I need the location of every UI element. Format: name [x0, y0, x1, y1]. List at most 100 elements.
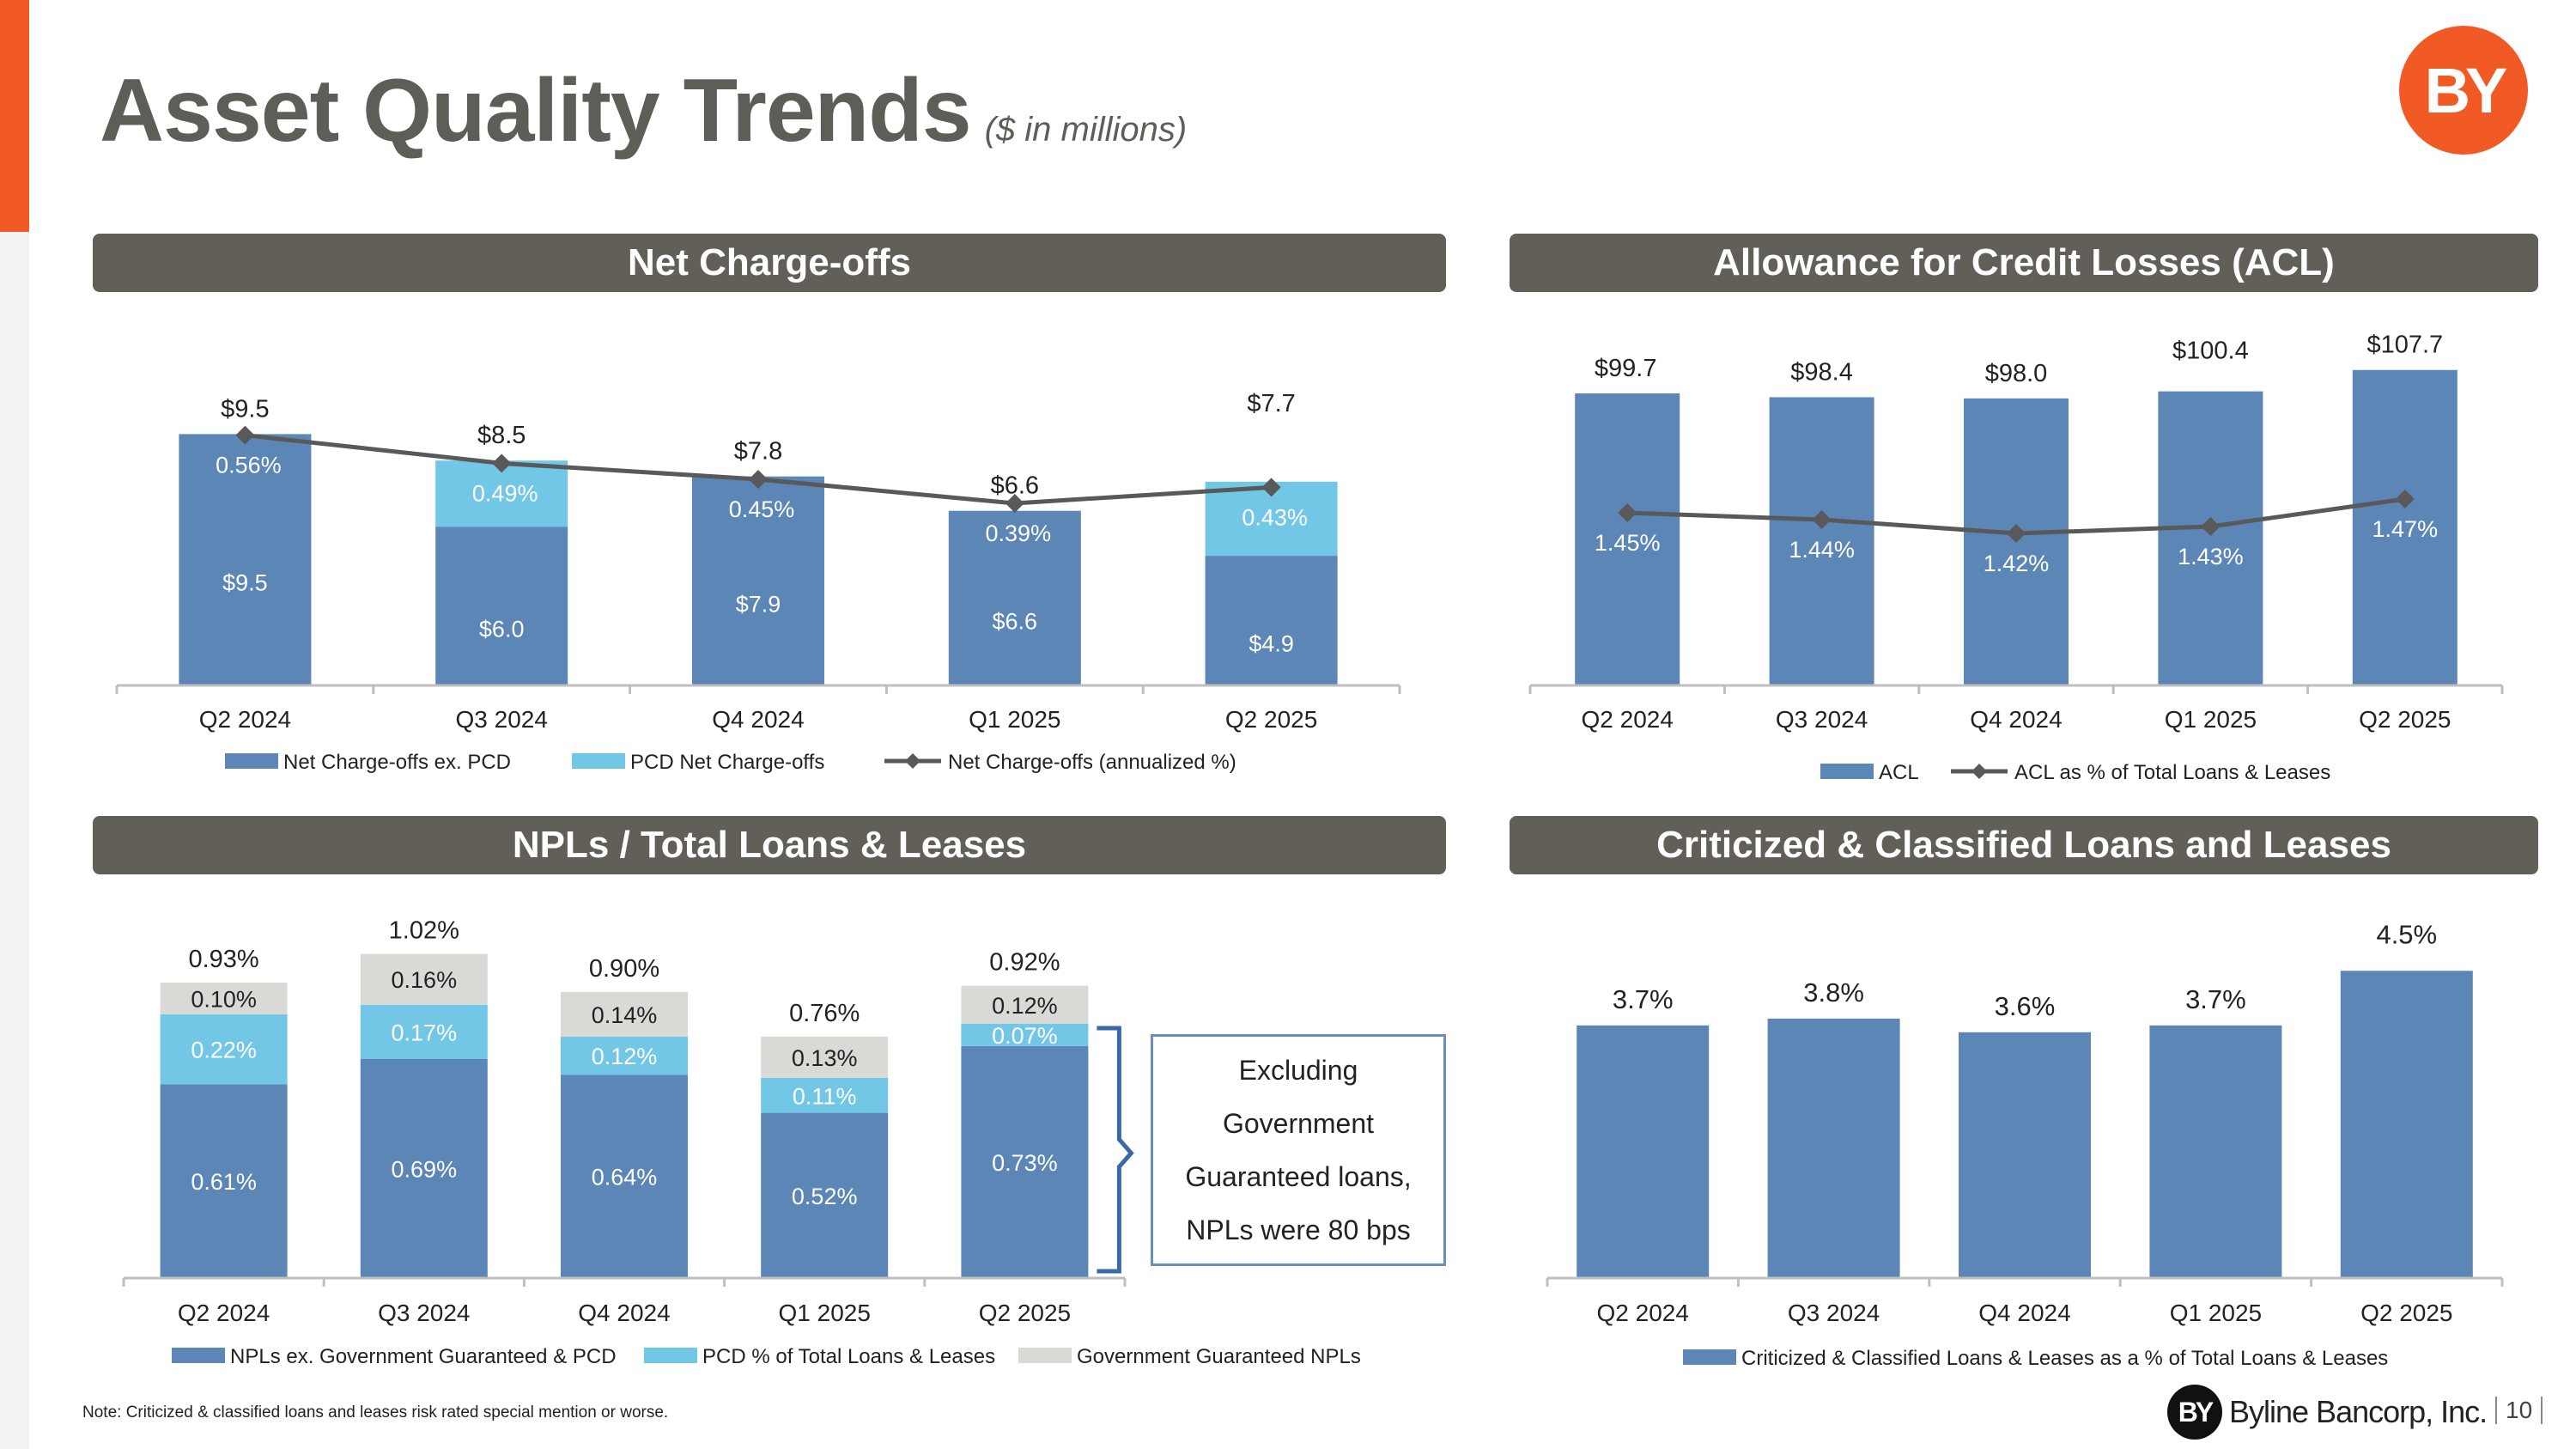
x-tick-label: Q2 2024: [1581, 706, 1673, 733]
bar-data-label: 0.61%: [191, 1169, 257, 1195]
bar-npls-ex-gg-pcd: [360, 1058, 488, 1278]
bar-ncos-ex-pcd: [435, 527, 568, 685]
bar-npls-ex-gg-pcd: [961, 1045, 1089, 1278]
legend-label: Net Charge-offs ex. PCD: [283, 751, 511, 774]
x-tick-label: Q3 2024: [1788, 1300, 1880, 1326]
bar-data-label: $98.0: [1985, 360, 2048, 387]
x-tick-label: Q2 2025: [1225, 706, 1317, 733]
legend-swatch: [1820, 764, 1874, 779]
legend-label: NPLs ex. Government Guaranteed & PCD: [230, 1345, 617, 1368]
bar-data-label: 0.17%: [392, 1020, 458, 1045]
bar-data-label: 0.64%: [592, 1165, 658, 1190]
line-marker: [749, 470, 768, 489]
bar-criticized-classified: [2340, 971, 2473, 1278]
total-label: 0.92%: [989, 949, 1060, 977]
bar-data-label: $98.4: [1790, 358, 1853, 386]
x-tick-label: Q2 2025: [2359, 706, 2451, 733]
bar-ncos-ex-pcd: [1205, 556, 1338, 685]
bar-criticized-classified: [2149, 1025, 2282, 1278]
line-marker: [235, 425, 255, 445]
bar-ncos-ex-pcd: [692, 476, 824, 685]
bar-criticized-classified: [1767, 1018, 1900, 1278]
line-data-label: 1.44%: [1789, 537, 1855, 563]
legend-marker-swatch: [1971, 764, 1987, 779]
bar-data-label: $9.5: [222, 570, 268, 596]
bar-data-label: 0.52%: [792, 1184, 858, 1209]
bar-npls-ex-gg-pcd: [761, 1112, 889, 1278]
bar-acl: [2158, 391, 2263, 685]
bar-gov-guaranteed: [561, 992, 688, 1037]
bar-gov-guaranteed: [360, 953, 488, 1005]
bar-data-label: 3.7%: [1613, 984, 1674, 1014]
line-marker: [1261, 478, 1281, 497]
bar-data-label: 0.11%: [793, 1083, 857, 1109]
bar-data-label: 3.6%: [1995, 991, 2056, 1021]
bar-data-label: $6.0: [479, 617, 525, 642]
line-data-label: 1.45%: [1595, 530, 1661, 556]
legend-swatch: [1018, 1348, 1072, 1363]
x-tick-label: Q1 2025: [2165, 706, 2257, 733]
line-data-label: 0.39%: [986, 521, 1052, 546]
bar-acl: [1575, 393, 1680, 685]
line-data-label: 1.42%: [1984, 551, 2050, 576]
bar-data-label: $7.9: [736, 591, 781, 617]
line-marker: [2201, 517, 2221, 536]
panel-header-net-chargeoffs: Net Charge-offs: [93, 234, 1446, 292]
panel-header-npls: NPLs / Total Loans & Leases: [93, 816, 1446, 874]
page-subtitle: ($ in millions): [984, 111, 1188, 149]
side-strip: [0, 232, 29, 1449]
x-tick-label: Q3 2024: [455, 706, 547, 733]
bar-npls-ex-gg-pcd: [561, 1075, 688, 1278]
x-tick-label: Q4 2024: [1970, 706, 2062, 733]
x-tick-label: Q2 2025: [979, 1300, 1071, 1326]
legend-swatch: [225, 753, 278, 769]
x-tick-label: Q3 2024: [378, 1300, 470, 1326]
company-logo-icon: BY: [2167, 1385, 2222, 1440]
legend-swatch: [1683, 1349, 1736, 1365]
x-tick-label: Q2 2024: [178, 1300, 270, 1326]
line-data-label: 0.49%: [472, 480, 538, 506]
total-label: 0.90%: [589, 955, 659, 983]
line-marker: [2395, 490, 2415, 508]
bar-data-label: 0.12%: [592, 1044, 658, 1069]
bar-gov-guaranteed: [160, 982, 288, 1014]
callout-line: NPLs were 80 bps: [1186, 1215, 1411, 1245]
callout-line: Excluding: [1238, 1055, 1358, 1086]
footnote: Note: Criticized & classified loans and …: [82, 1403, 669, 1422]
x-tick-label: Q4 2024: [1978, 1300, 2070, 1326]
line-marker: [1005, 494, 1024, 513]
bar-data-label: 0.14%: [592, 1002, 658, 1028]
bar-data-label: 0.73%: [992, 1150, 1058, 1176]
bar-ncos-ex-pcd: [179, 434, 312, 685]
bar-data-label: 0.13%: [792, 1045, 858, 1071]
bar-criticized-classified: [1959, 1032, 2091, 1278]
bar-data-label: 0.22%: [191, 1038, 257, 1063]
bar-data-label: 0.07%: [992, 1023, 1058, 1049]
total-label: 0.76%: [789, 1000, 860, 1027]
x-tick-label: Q1 2025: [2170, 1300, 2262, 1326]
bar-data-label: 0.69%: [392, 1156, 458, 1182]
legend-label: Criticized & Classified Loans & Leases a…: [1741, 1347, 2388, 1370]
bar-pcd-pct: [360, 1004, 488, 1059]
callout-line: Guaranteed loans,: [1185, 1161, 1412, 1192]
bar-npls-ex-gg-pcd: [160, 1084, 288, 1278]
x-tick-label: Q1 2025: [969, 706, 1060, 733]
legend-label: PCD Net Charge-offs: [630, 751, 824, 774]
bar-pcd-pct: [160, 1014, 288, 1085]
bar-criticized-classified: [1577, 1025, 1710, 1278]
page-title: Asset Quality Trends ($ in millions): [100, 61, 1188, 161]
total-label: $7.7: [1247, 390, 1295, 417]
line-data-label: 0.56%: [216, 453, 282, 478]
legend-label: Government Guaranteed NPLs: [1077, 1345, 1361, 1368]
bar-acl: [2352, 369, 2458, 685]
panel-header-criticized: Criticized & Classified Loans and Leases: [1510, 816, 2538, 874]
total-label: 0.93%: [188, 946, 258, 973]
bar-data-label: 0.10%: [191, 986, 257, 1012]
total-label: $7.8: [734, 438, 782, 466]
bar-data-label: $107.7: [2366, 332, 2443, 359]
bar-data-label: 3.8%: [1803, 977, 1864, 1008]
line-marker: [1618, 503, 1637, 522]
accent-bar: [0, 0, 29, 232]
bar-data-label: $99.7: [1595, 355, 1657, 382]
x-tick-label: Q1 2025: [778, 1300, 870, 1326]
